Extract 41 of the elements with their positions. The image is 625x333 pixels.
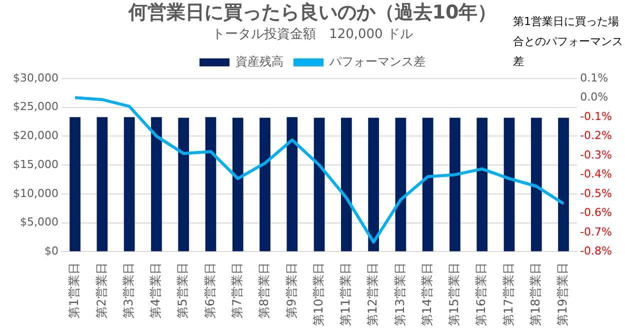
y2-tick-label: 0.1% — [580, 71, 608, 84]
y2-tick-label: -0.8% — [580, 244, 612, 258]
y2-tick-label: -0.6% — [580, 206, 612, 220]
x-tick-label: 第4営業日 — [148, 262, 163, 318]
x-tick-label: 第9営業日 — [284, 262, 298, 318]
x-tick-label: 第13営業日 — [392, 262, 407, 326]
chart-subtitle: トータル投資金額 120,000 ドル — [212, 26, 413, 42]
legend-label: パフォーマンス差 — [328, 54, 426, 69]
y-tick-label: $5,000 — [20, 216, 58, 229]
x-tick-label: 第12営業日 — [366, 262, 380, 326]
x-tick-label: 第5営業日 — [176, 262, 190, 318]
x-tick-label: 第1営業日 — [67, 262, 82, 318]
x-tick-label: 第17営業日 — [501, 262, 516, 326]
x-tick-label: 第11営業日 — [338, 262, 353, 326]
x-tick-label: 第10営業日 — [311, 262, 326, 326]
x-tick-label: 第7営業日 — [230, 262, 244, 318]
y2-tick-label: -0.4% — [580, 168, 612, 181]
x-tick-label: 第19営業日 — [556, 262, 570, 326]
x-tick-label: 第15営業日 — [447, 262, 462, 326]
y2-tick-label: -0.3% — [580, 148, 612, 162]
x-tick-label: 第6営業日 — [202, 262, 217, 318]
x-tick-label: 第3営業日 — [121, 262, 136, 318]
y2-tick-label: -0.7% — [580, 225, 612, 238]
x-tick-label: 第8営業日 — [257, 262, 272, 318]
y-tick-label: $0 — [44, 244, 58, 258]
y-tick-label: $10,000 — [12, 186, 58, 200]
x-tick-label: 第18営業日 — [528, 262, 543, 326]
chart-title: 何営業日に買ったら良いのか（過去10年） — [127, 1, 497, 24]
y2-tick-label: 0.0% — [580, 90, 608, 104]
y-tick-label: $25,000 — [12, 100, 58, 114]
y-tick-label: $20,000 — [12, 129, 58, 142]
legend-label: 資産残高 — [236, 54, 284, 69]
y2-tick-label: -0.2% — [580, 129, 612, 142]
x-tick-label: 第2営業日 — [94, 262, 108, 318]
y2-tick-label: -0.1% — [580, 110, 612, 123]
y2-axis-title: 第1営業日に買った場合とのパフォーマンス差 — [513, 12, 625, 72]
y2-tick-label: -0.5% — [580, 186, 612, 200]
x-tick-label: 第16営業日 — [474, 262, 488, 326]
y-tick-label: $15,000 — [12, 158, 58, 171]
x-tick-label: 第14営業日 — [420, 262, 434, 326]
y-tick-label: $30,000 — [12, 71, 58, 84]
